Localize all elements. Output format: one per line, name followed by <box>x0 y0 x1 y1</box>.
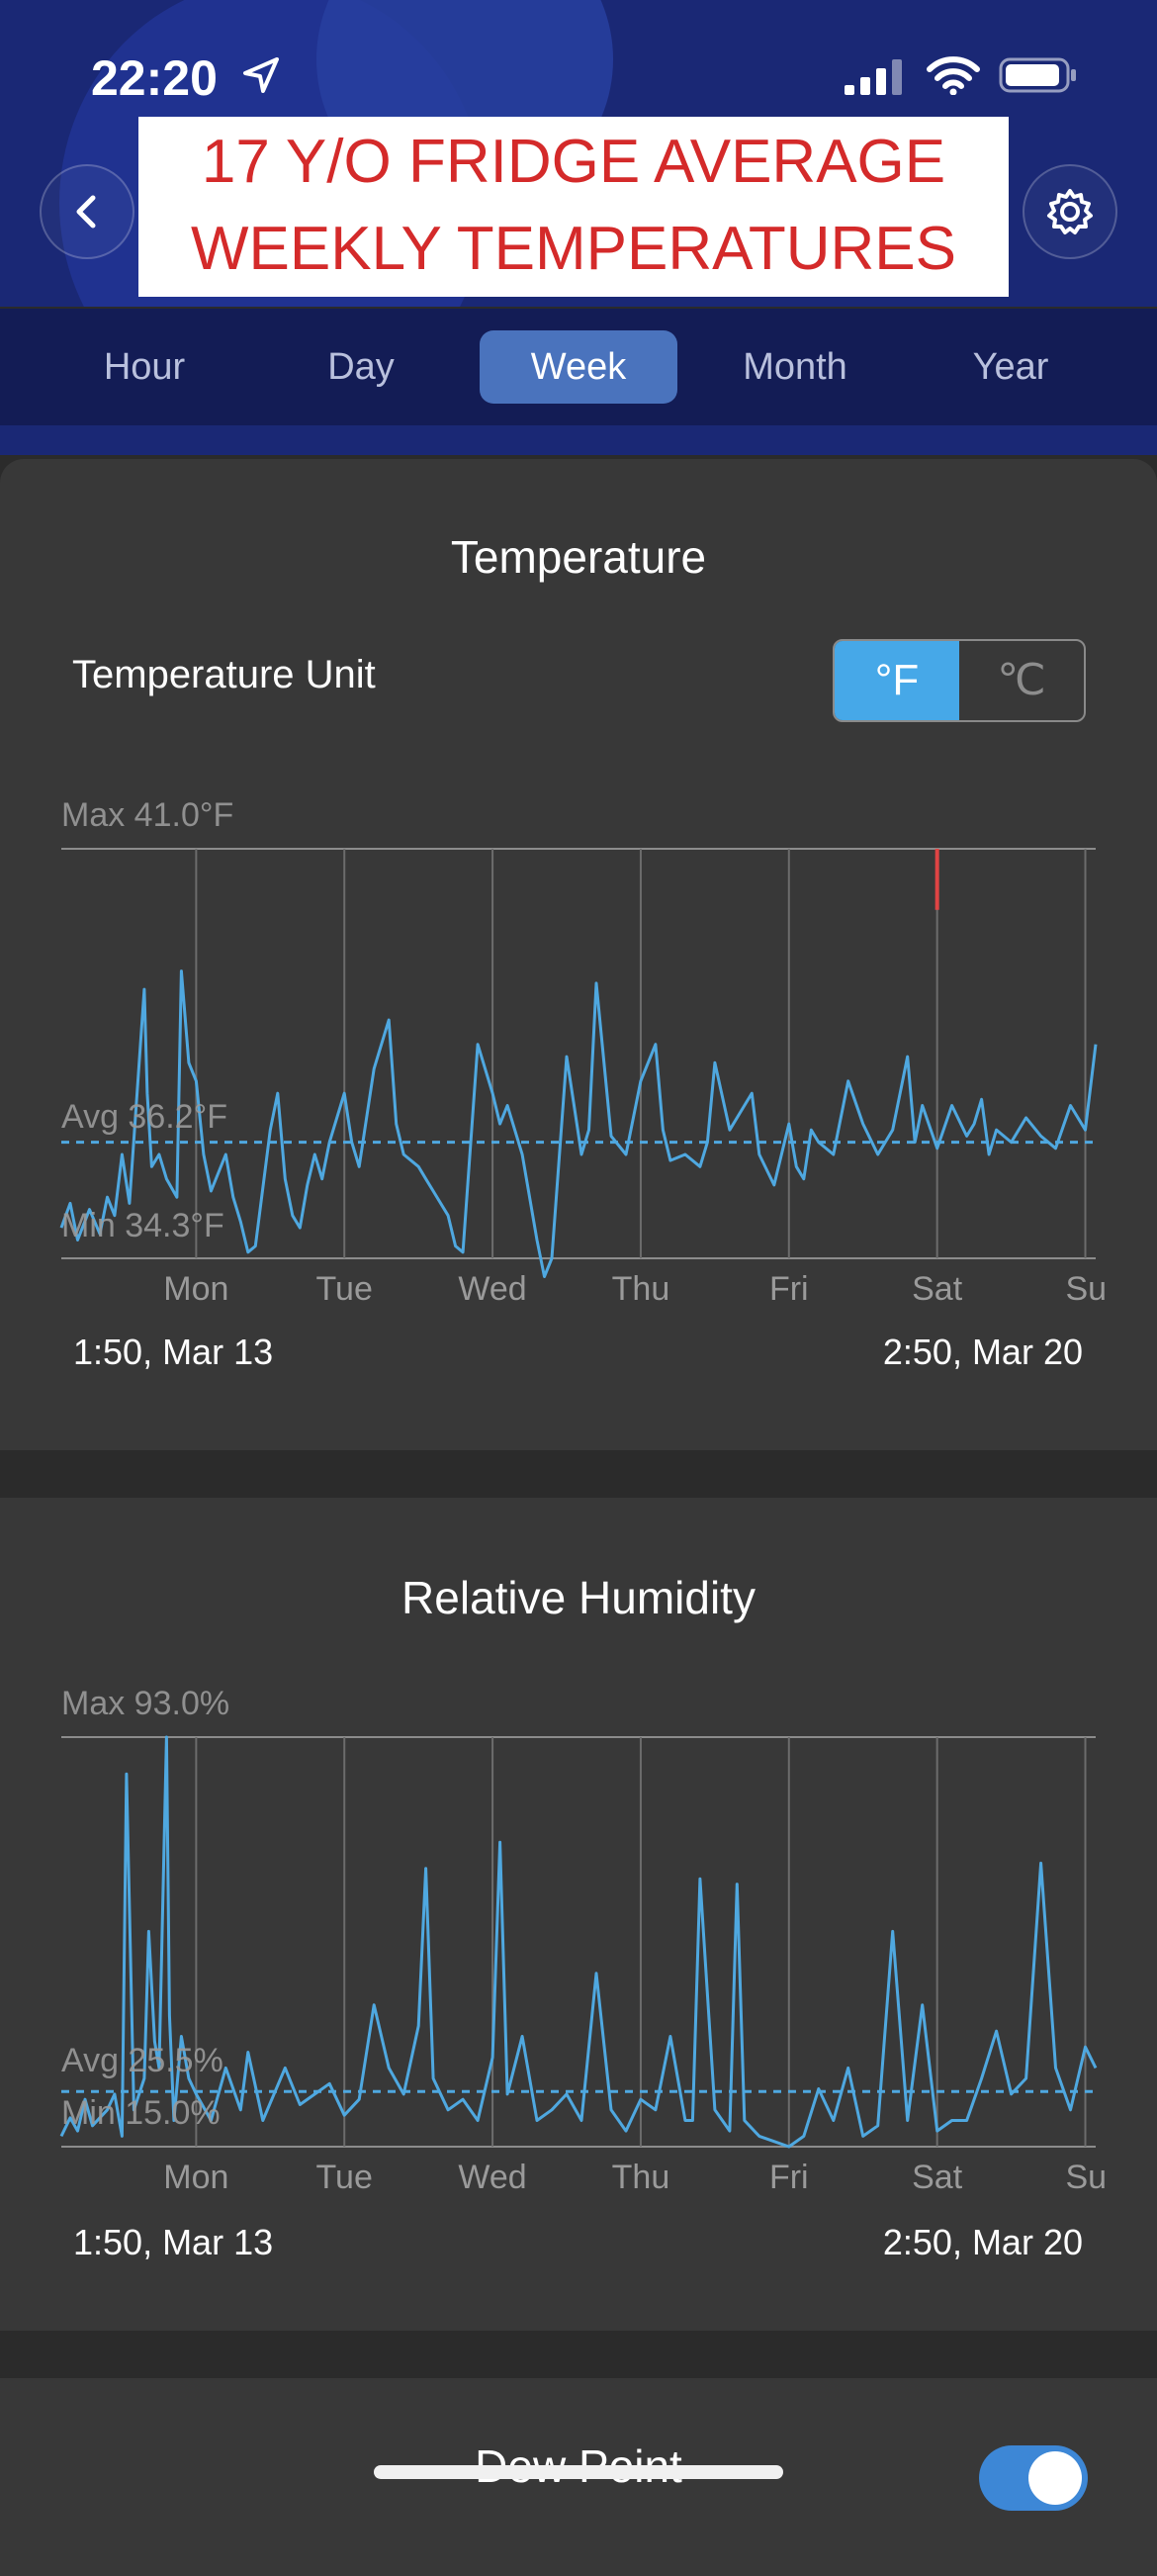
location-arrow-icon <box>243 57 279 93</box>
humidity-x-labels: Mon Tue Wed Thu Fri Sat Su <box>163 2159 1107 2196</box>
title-line-1: 17 Y/O FRIDGE AVERAGE <box>201 128 946 196</box>
gear-icon <box>1047 189 1093 234</box>
header-band <box>0 425 1157 455</box>
humidity-card <box>0 1498 1157 2331</box>
temperature-x-tick-label: Sat <box>912 1270 963 1308</box>
temperature-x-labels: Mon Tue Wed Thu Fri Sat Su <box>163 1270 1107 1308</box>
temperature-card <box>0 459 1157 1450</box>
cellular-signal-icon <box>845 59 902 95</box>
title-overlay: 17 Y/O FRIDGE AVERAGE WEEKLY TEMPERATURE… <box>138 117 1009 297</box>
temperature-x-tick-label: Su <box>1066 1270 1108 1308</box>
temperature-title: Temperature <box>450 531 707 583</box>
humidity-x-tick-label: Fri <box>769 2159 809 2196</box>
temperature-end-time: 2:50, Mar 20 <box>882 1332 1083 1372</box>
temperature-chart: Max 41.0°F Avg 36.2°F Min 34.3°F Mon Tue W… <box>59 796 1107 1308</box>
humidity-x-tick-label: Sat <box>912 2159 963 2196</box>
humidity-chart: Max 93.0% Avg 25.5% Min 15.0% Mon Tue Wed T… <box>59 1685 1107 2196</box>
tab-month[interactable]: Month <box>743 346 847 388</box>
temperature-x-tick-label: Mon <box>163 1270 228 1308</box>
temperature-x-tick-label: Fri <box>769 1270 809 1308</box>
back-button[interactable] <box>40 164 134 259</box>
tab-day[interactable]: Day <box>327 346 395 388</box>
dew-point-toggle[interactable] <box>979 2445 1088 2511</box>
temperature-max-label: Max 41.0°F <box>61 796 233 834</box>
temperature-series-line <box>59 969 1098 1278</box>
temperature-min-label: Min 34.3°F <box>61 1207 224 1244</box>
home-indicator <box>374 2465 783 2479</box>
tab-year[interactable]: Year <box>972 346 1049 388</box>
tab-week[interactable]: Week <box>480 330 677 404</box>
temperature-x-tick-label: Wed <box>458 1270 526 1308</box>
humidity-min-label: Min 15.0% <box>61 2094 221 2132</box>
toggle-knob <box>1028 2451 1082 2505</box>
humidity-x-tick-label: Mon <box>163 2159 228 2196</box>
temperature-avg-label: Avg 36.2°F <box>61 1098 227 1136</box>
humidity-x-tick-label: Thu <box>612 2159 670 2196</box>
humidity-x-tick-label: Wed <box>458 2159 526 2196</box>
app-header: 22:20 17 Y/O FRIDGE AVERAGE WEEK <box>0 0 1157 307</box>
title-line-2: WEEKLY TEMPERATURES <box>190 215 957 283</box>
temperature-x-tick-label: Tue <box>316 1270 373 1308</box>
battery-icon <box>999 57 1076 93</box>
wifi-icon <box>927 56 980 95</box>
unit-celsius-option[interactable]: ℃ <box>997 656 1046 704</box>
humidity-x-tick-label: Tue <box>316 2159 373 2196</box>
temperature-unit-toggle: °F ℃ <box>833 639 1086 722</box>
period-tabs: Hour Day Week Month Year <box>0 309 1157 425</box>
humidity-end-time: 2:50, Mar 20 <box>882 2222 1083 2262</box>
humidity-grid <box>195 1737 1087 2147</box>
temperature-start-time: 1:50, Mar 13 <box>73 1332 274 1372</box>
humidity-avg-label: Avg 25.5% <box>61 2042 223 2079</box>
humidity-title: Relative Humidity <box>401 1572 756 1623</box>
temperature-grid <box>195 849 1087 1258</box>
humidity-start-time: 1:50, Mar 13 <box>73 2222 274 2262</box>
humidity-series-line <box>59 1735 1098 2149</box>
temperature-x-tick-label: Thu <box>612 1270 670 1308</box>
temperature-unit-label: Temperature Unit <box>72 653 376 696</box>
unit-fahrenheit-option[interactable]: °F <box>835 641 959 720</box>
humidity-x-tick-label: Su <box>1066 2159 1108 2196</box>
status-time: 22:20 <box>91 50 218 106</box>
tab-hour[interactable]: Hour <box>103 346 186 388</box>
humidity-max-label: Max 93.0% <box>61 1685 229 1722</box>
settings-button[interactable] <box>1023 164 1117 259</box>
chevron-left-icon <box>76 195 96 229</box>
